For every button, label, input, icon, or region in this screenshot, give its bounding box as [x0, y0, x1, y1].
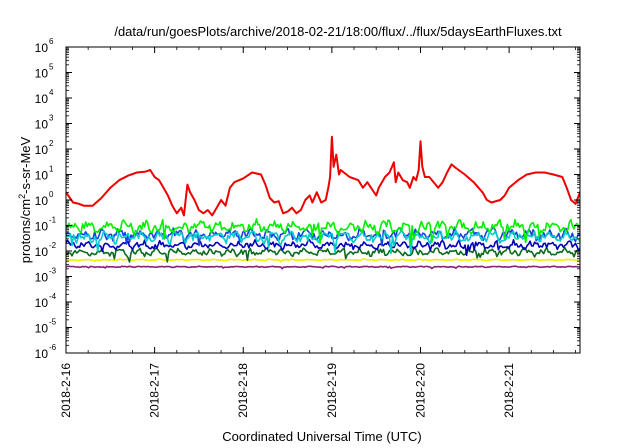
x-tick-label: 2018-2-16: [59, 363, 73, 418]
y-tick-exponent: 1: [49, 165, 54, 174]
y-tick-label: 10: [35, 296, 49, 310]
y-tick-exponent: 4: [49, 88, 54, 97]
y-tick-exponent: 0: [49, 190, 54, 199]
y-tick-label: 10: [35, 92, 49, 106]
y-tick-label: 10: [35, 245, 49, 259]
x-tick-label: 2018-2-19: [325, 363, 339, 418]
y-tick-label: 10: [35, 194, 49, 208]
y-tick-exponent: -6: [49, 343, 57, 352]
x-tick-label: 2018-2-18: [236, 363, 250, 418]
y-tick-exponent: -4: [49, 292, 57, 301]
plot-border: [65, 46, 581, 354]
data-layer: [66, 135, 580, 270]
y-tick-label: 10: [35, 271, 49, 285]
series-line: [66, 135, 580, 217]
y-tick-exponent: 3: [49, 114, 54, 123]
y-axis: 10 -610 -510 -410 -310 -210 -110 010 110 210 310 41…: [35, 37, 580, 361]
y-tick-exponent: -2: [49, 241, 57, 250]
y-tick-label: 10: [35, 41, 49, 55]
y-tick-exponent: 6: [49, 37, 54, 46]
plot-frame: [65, 46, 581, 354]
y-tick-label: 10: [35, 220, 49, 234]
y-tick-label: 10: [35, 322, 49, 336]
series-line: [66, 246, 580, 263]
x-tick-label: 2018-2-20: [413, 363, 427, 418]
y-tick-label: 10: [35, 118, 49, 132]
y-axis-label-text: protons/cm: [18, 199, 33, 263]
series-line: [66, 258, 580, 263]
series-line: [66, 265, 580, 270]
y-tick-label: 10: [35, 169, 49, 183]
y-axis-label-superscript: 2: [17, 194, 27, 199]
y-tick-label: 10: [35, 67, 49, 81]
y-tick-exponent: -1: [49, 216, 57, 225]
series-line: [66, 218, 580, 245]
y-tick-label: 10: [35, 143, 49, 157]
y-tick-exponent: 5: [49, 63, 54, 72]
y-tick-exponent: 2: [49, 139, 54, 148]
x-axis: 2018-2-16 2018-2-17 2018-2-18 2018-2-19 2018…: [59, 47, 576, 418]
y-tick-exponent: -3: [49, 267, 57, 276]
y-tick-exponent: -5: [49, 318, 57, 327]
series-line: [66, 229, 580, 255]
x-tick-label: 2018-2-21: [502, 363, 516, 418]
chart-title: /data/run/goesPlots/archive/2018-02-21/1…: [114, 24, 562, 39]
y-tick-label: 10: [35, 347, 49, 361]
y-axis-label: protons/cm2-s-sr-MeV: [17, 136, 33, 263]
x-axis-label: Coordinated Universal Time (UTC): [222, 429, 421, 444]
x-tick-label: 2018-2-17: [148, 363, 162, 418]
y-axis-label-text: -s-sr-MeV: [18, 136, 33, 193]
series-line: [66, 239, 580, 256]
